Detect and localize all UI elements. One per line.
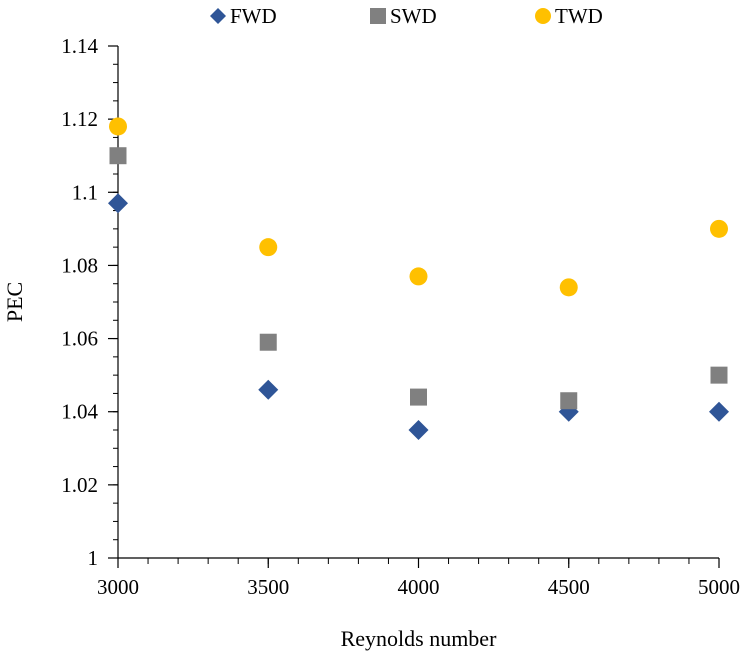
data-point-swd bbox=[560, 392, 578, 410]
y-tick-label: 1.14 bbox=[61, 34, 98, 58]
y-tick-label: 1.04 bbox=[61, 400, 98, 424]
x-tick-label: 5000 bbox=[698, 575, 740, 599]
y-tick-label: 1.02 bbox=[61, 473, 98, 497]
data-point-swd bbox=[109, 147, 127, 165]
legend-label: SWD bbox=[390, 4, 437, 28]
y-tick-label: 1 bbox=[88, 546, 99, 570]
legend-marker bbox=[370, 8, 386, 24]
data-point-fwd bbox=[709, 401, 729, 422]
y-tick-label: 1.12 bbox=[61, 107, 98, 131]
x-tick-label: 4000 bbox=[398, 575, 440, 599]
x-axis-ticks: 3000 3500 4000 4500 5000 bbox=[97, 558, 740, 599]
legend-marker bbox=[535, 8, 551, 24]
data-point-swd bbox=[410, 388, 427, 406]
data-point-twd bbox=[109, 117, 127, 136]
y-tick-label: 1.06 bbox=[61, 327, 98, 351]
data-point-fwd bbox=[108, 193, 128, 214]
data-point-fwd bbox=[258, 379, 279, 400]
x-tick-label: 3000 bbox=[97, 575, 139, 599]
y-axis-ticks: 1 1.02 1.04 1.06 1.08 1.1 1.12 1.14 bbox=[61, 34, 118, 570]
series-twd bbox=[109, 117, 728, 297]
legend-item-swd: SWD bbox=[370, 4, 437, 28]
legend-label: TWD bbox=[555, 4, 603, 28]
y-tick-label: 1.1 bbox=[72, 180, 98, 204]
data-point-twd bbox=[259, 238, 278, 257]
data-point-twd bbox=[559, 278, 578, 297]
legend-item-twd: TWD bbox=[535, 4, 603, 28]
x-axis-title: Reynolds number bbox=[341, 626, 497, 651]
legend: FWD SWD TWD bbox=[210, 4, 603, 28]
y-axis-title: PEC bbox=[2, 282, 27, 322]
x-tick-label: 4500 bbox=[548, 575, 590, 599]
axes bbox=[117, 46, 719, 559]
legend-label: FWD bbox=[230, 4, 277, 28]
data-point-swd bbox=[259, 333, 277, 351]
y-tick-label: 1.08 bbox=[61, 253, 98, 277]
legend-marker bbox=[210, 8, 226, 24]
data-point-twd bbox=[409, 267, 428, 286]
data-point-fwd bbox=[408, 420, 429, 440]
legend-item-fwd: FWD bbox=[210, 4, 277, 28]
data-point-twd bbox=[710, 219, 728, 238]
data-point-swd bbox=[710, 366, 728, 384]
series-fwd bbox=[108, 193, 729, 440]
series-swd bbox=[109, 147, 728, 410]
x-tick-label: 3500 bbox=[247, 575, 289, 599]
data-points bbox=[108, 117, 729, 440]
